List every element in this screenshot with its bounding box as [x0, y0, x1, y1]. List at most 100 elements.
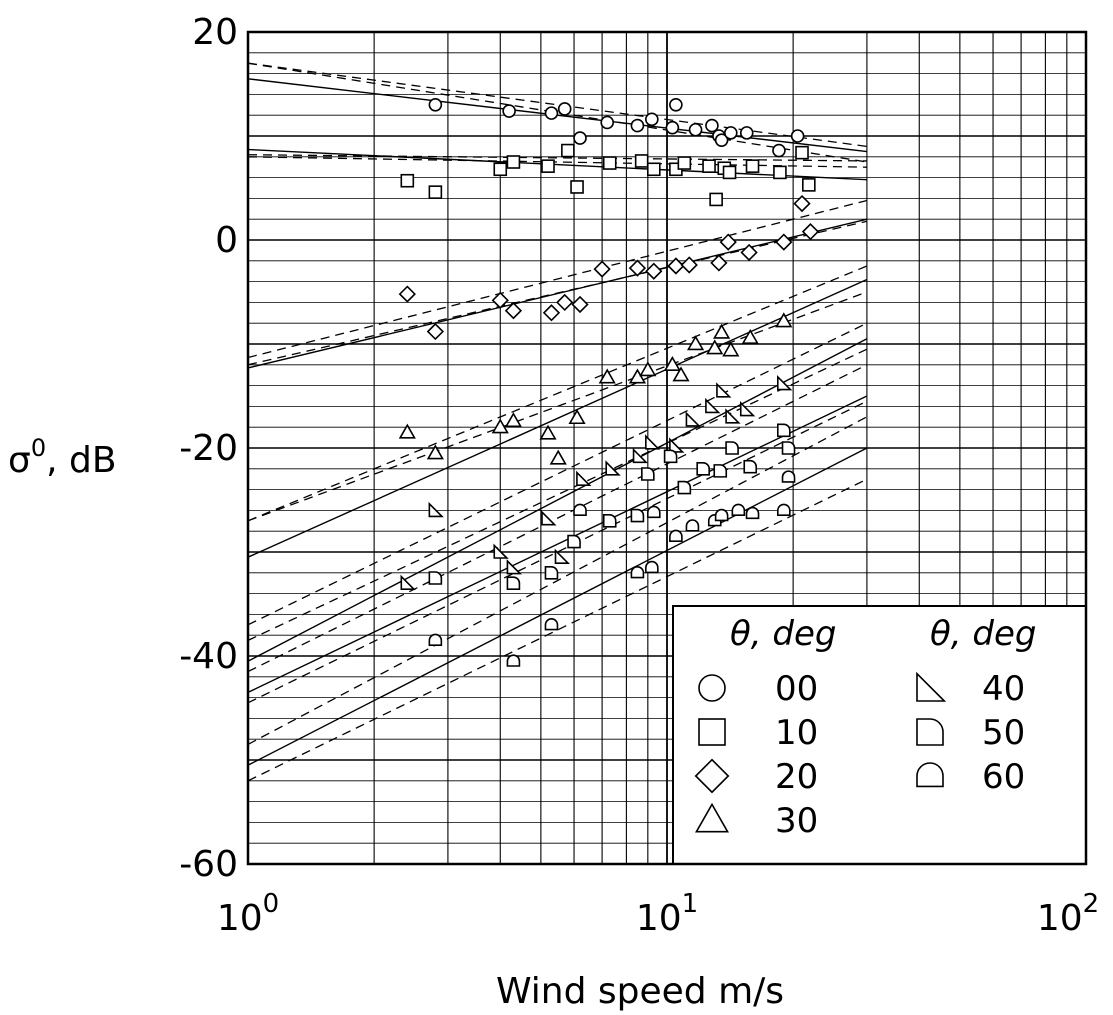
fit-line-dashed-60-2 — [247, 478, 868, 782]
data-point-00-3 — [557, 102, 572, 116]
fit-line-dashed-00-2 — [247, 62, 868, 148]
data-point-10-5 — [561, 143, 575, 158]
data-point-10-4 — [541, 159, 555, 173]
data-point-30-4 — [539, 424, 557, 440]
data-point-10-17 — [773, 165, 787, 180]
data-point-20-3 — [504, 302, 523, 320]
data-point-40-7 — [605, 460, 621, 476]
data-point-40-9 — [645, 434, 661, 450]
data-point-40-16 — [776, 374, 793, 391]
data-point-10-1 — [428, 185, 443, 199]
data-point-50-13 — [776, 423, 791, 438]
data-point-20-15 — [775, 233, 793, 251]
legend-marker-60 — [916, 762, 944, 788]
data-point-10-7 — [602, 156, 617, 170]
data-point-50-14 — [781, 441, 796, 455]
data-point-20-16 — [793, 194, 811, 213]
data-point-20-9 — [645, 262, 663, 280]
x-tick-label: 100 — [217, 889, 279, 939]
x-tick-labels: 100 101 102 — [217, 889, 1099, 939]
fit-line-solid-40 — [247, 338, 868, 662]
data-point-00-1 — [502, 104, 516, 118]
data-point-60-8 — [685, 519, 700, 532]
data-point-10-6 — [570, 180, 584, 194]
data-point-20-8 — [628, 259, 647, 277]
data-point-10-9 — [646, 162, 661, 177]
data-point-10-13 — [709, 192, 723, 207]
data-point-10-2 — [493, 162, 508, 177]
data-point-20-17 — [801, 223, 820, 241]
data-point-40-8 — [632, 447, 649, 464]
data-point-00-10 — [688, 122, 703, 137]
data-point-40-14 — [725, 408, 741, 424]
data-point-30-11 — [672, 366, 690, 382]
fit-line-dashed-10-1 — [247, 156, 867, 168]
data-point-40-13 — [716, 382, 732, 398]
data-point-00-8 — [665, 120, 680, 135]
y-tick-label: 20 — [192, 12, 238, 53]
fit-line-dashed-20-2 — [247, 220, 868, 366]
data-point-30-9 — [639, 361, 657, 377]
data-point-20-13 — [719, 233, 737, 251]
data-point-40-12 — [705, 397, 721, 414]
y-axis-label: σ0, dB — [8, 434, 117, 481]
data-point-50-12 — [743, 459, 758, 474]
y-tick-labels: 20 0 -20 -40 -60 — [179, 12, 238, 885]
data-point-10-19 — [802, 178, 816, 192]
data-point-20-2 — [491, 291, 509, 309]
legend-label-50: 50 — [982, 713, 1025, 753]
data-point-60-11 — [731, 503, 746, 516]
data-point-50-7 — [663, 449, 678, 464]
legend-marker-40 — [916, 671, 947, 702]
data-point-40-3 — [506, 559, 522, 575]
plot-frame — [246, 30, 1088, 866]
data-point-50-8 — [677, 480, 692, 495]
data-point-00-14 — [724, 126, 738, 140]
data-point-50-11 — [725, 441, 739, 455]
legend-label-20: 20 — [775, 757, 818, 797]
legend-box — [672, 605, 1087, 865]
fit-line-dashed-50-1 — [247, 364, 868, 673]
fit-line-dashed-10-2 — [247, 154, 867, 162]
data-point-60-5 — [645, 560, 659, 574]
y-tick-label: -20 — [179, 428, 238, 469]
y-axis-label-rest: , dB — [46, 440, 116, 481]
data-point-00-5 — [600, 115, 615, 130]
data-point-00-9 — [669, 98, 683, 112]
legend-marker-30 — [695, 802, 729, 833]
data-point-40-15 — [739, 400, 756, 417]
data-point-10-8 — [634, 154, 649, 168]
y-tick-label: 0 — [215, 220, 238, 261]
legend-header-col1: θ, deg — [730, 614, 837, 654]
data-point-60-10 — [714, 508, 729, 522]
data-point-00-2 — [544, 106, 559, 120]
data-point-30-10 — [663, 355, 681, 372]
data-point-40-0 — [400, 574, 416, 591]
data-point-40-10 — [669, 437, 685, 453]
data-point-20-4 — [542, 304, 561, 322]
legend-marker-10 — [698, 718, 726, 746]
data-point-10-16 — [745, 159, 760, 173]
data-point-60-6 — [646, 505, 661, 519]
data-point-10-18 — [795, 145, 809, 160]
data-point-50-9 — [696, 462, 710, 476]
data-points — [398, 98, 820, 667]
legend-label-10: 10 — [775, 713, 818, 753]
data-point-10-3 — [506, 155, 521, 169]
fit-line-dashed-50-2 — [247, 400, 868, 704]
data-point-30-17 — [775, 312, 793, 328]
x-axis-label: Wind speed m/s — [496, 971, 784, 1012]
data-point-30-6 — [568, 409, 586, 425]
data-point-30-3 — [504, 412, 523, 428]
data-point-60-1 — [506, 654, 521, 667]
fit-line-dashed-40-1 — [247, 322, 868, 626]
legend-marker-00 — [698, 674, 726, 702]
data-point-20-6 — [571, 295, 589, 314]
data-point-00-16 — [772, 143, 786, 158]
data-point-60-0 — [428, 633, 443, 646]
data-point-60-4 — [630, 566, 645, 579]
data-point-30-7 — [598, 368, 616, 384]
data-point-20-14 — [740, 243, 758, 262]
data-point-60-2 — [544, 618, 559, 631]
